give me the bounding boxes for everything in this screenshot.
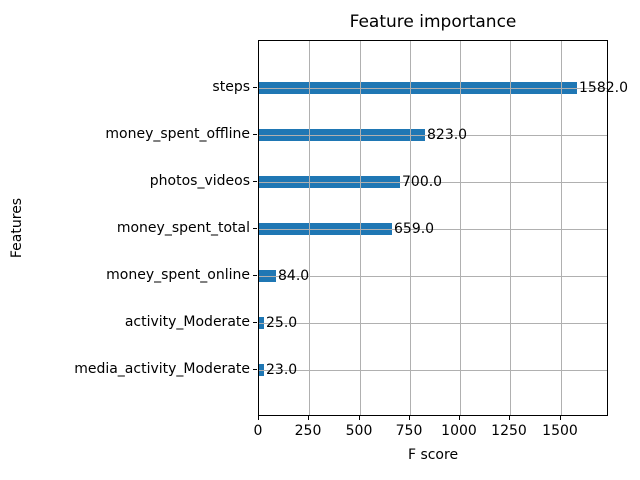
x-tick-label-750: 750 [395, 423, 423, 439]
y-tick-mark [253, 322, 257, 323]
chart-title: Feature importance [349, 12, 517, 32]
x-tick-mark [459, 416, 460, 420]
v-gridline [460, 41, 461, 415]
v-gridline [410, 41, 411, 415]
y-tick-mark [253, 134, 257, 135]
x-tick-mark [409, 416, 410, 420]
bar-value-label: 659.0 [394, 221, 435, 237]
h-gridline [259, 323, 607, 324]
h-gridline [259, 182, 607, 183]
x-tick-label-250: 250 [294, 423, 322, 439]
x-tick-mark [258, 416, 259, 420]
x-tick-mark [509, 416, 510, 420]
x-tick-mark [308, 416, 309, 420]
plot-area: 1582.0 823.0 700.0 659.0 84.0 25.0 23.0 [258, 40, 628, 416]
y-tick-label-money_spent_total: money_spent_total [116, 220, 250, 236]
bar-value-label: 23.0 [266, 362, 298, 378]
h-gridline [259, 370, 607, 371]
bar-value-label: 823.0 [427, 127, 468, 143]
x-tick-label-1500: 1500 [542, 423, 578, 439]
bar-value-label: 84.0 [278, 268, 310, 284]
bar-value-label: 700.0 [402, 174, 443, 190]
y-tick-label-activity_Moderate: activity_Moderate [124, 314, 250, 330]
bar-value-label: 1582.0 [579, 80, 628, 96]
y-tick-mark [253, 181, 257, 182]
x-axis-label: F score [407, 447, 459, 463]
y-tick-mark [253, 275, 257, 276]
h-gridline [259, 276, 607, 277]
y-tick-label-money_spent_online: money_spent_online [106, 267, 250, 283]
y-axis-label: Features [9, 197, 25, 259]
y-tick-label-photos_videos: photos_videos [149, 173, 250, 189]
x-tick-label-1250: 1250 [491, 423, 527, 439]
y-tick-label-media_activity_Moderate: media_activity_Moderate [74, 361, 250, 377]
h-gridline [259, 135, 607, 136]
y-tick-mark [253, 369, 257, 370]
y-tick-mark [253, 87, 257, 88]
y-tick-label-steps: steps [212, 79, 250, 95]
v-gridline [561, 41, 562, 415]
x-tick-mark [560, 416, 561, 420]
y-tick-mark [253, 228, 257, 229]
x-tick-label-1000: 1000 [441, 423, 477, 439]
y-tick-label-money_spent_offline: money_spent_offline [105, 126, 250, 142]
v-gridline [360, 41, 361, 415]
v-gridline [510, 41, 511, 415]
h-gridline [259, 88, 607, 89]
bar-value-label: 25.0 [266, 315, 298, 331]
v-gridline [309, 41, 310, 415]
h-gridline [259, 229, 607, 230]
x-tick-label-500: 500 [345, 423, 373, 439]
x-tick-label-0: 0 [253, 423, 263, 439]
x-tick-mark [359, 416, 360, 420]
